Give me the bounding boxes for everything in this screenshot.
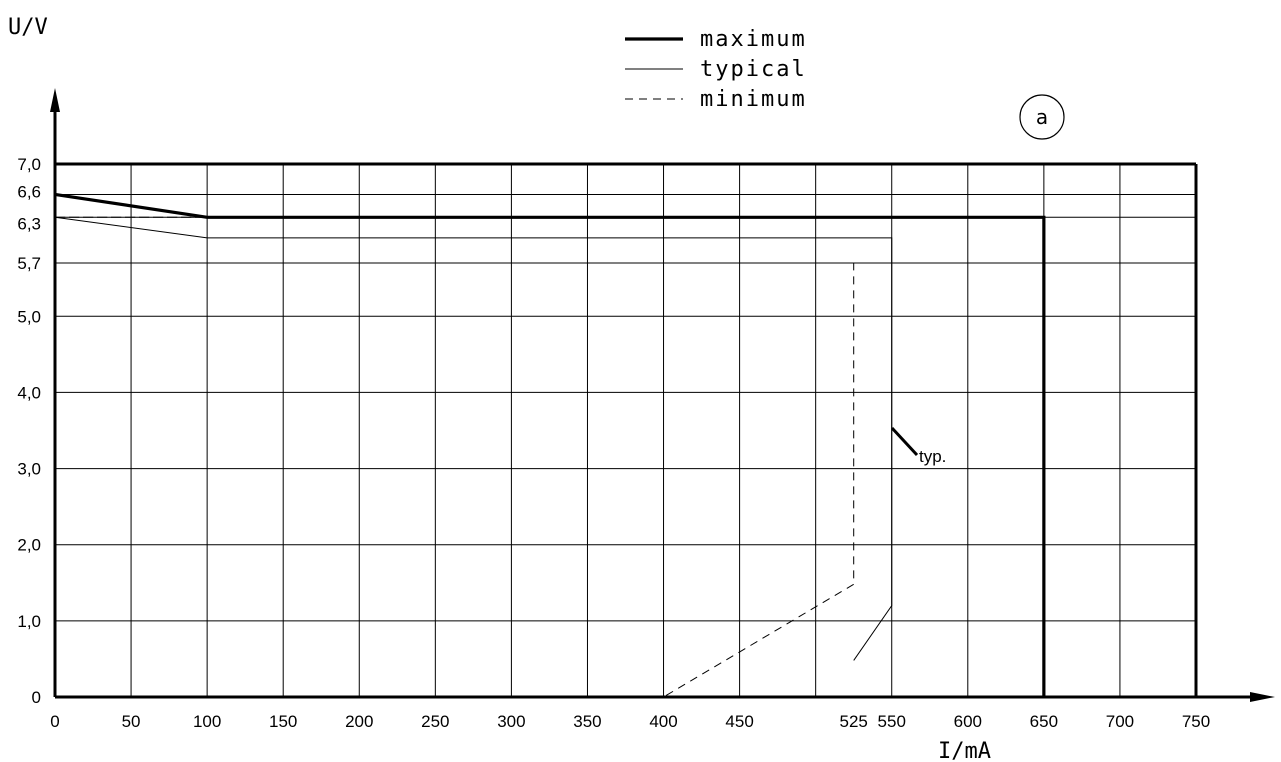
series-group — [54, 192, 1046, 698]
circle-marker: a — [1019, 94, 1065, 140]
axes — [50, 88, 1275, 702]
x-tick-label: 0 — [50, 712, 59, 731]
x-tick-label: 650 — [1030, 712, 1058, 731]
x-tick-label: 550 — [878, 712, 906, 731]
typ-annotation: typ. — [890, 426, 946, 466]
series-line-maximum — [54, 192, 1046, 697]
x-tick-label: 50 — [122, 712, 141, 731]
y-tick-label: 5,0 — [17, 307, 41, 326]
circle-marker-label: a — [1036, 105, 1048, 129]
x-tick-label: 350 — [573, 712, 601, 731]
y-tick-label: 6,3 — [17, 214, 41, 233]
x-tick-label: 150 — [269, 712, 297, 731]
ticks: 0 50 100 150 200 250 300 350 400 450 525 550 600 650 7… — [17, 155, 1210, 731]
x-axis-label: I/mA — [938, 739, 991, 762]
typ-annotation-label: typ. — [919, 447, 946, 466]
series-line-typical — [54, 216, 893, 661]
typ-leader-line — [890, 426, 919, 457]
y-tick-label: 2,0 — [17, 536, 41, 555]
circle-marker-ring — [1019, 94, 1065, 140]
x-tick-label: 700 — [1106, 712, 1134, 731]
x-tick-label: 250 — [421, 712, 449, 731]
grid — [55, 164, 1196, 697]
x-tick-label: 750 — [1182, 712, 1210, 731]
y-tick-label: 4,0 — [17, 383, 41, 402]
x-axis-arrowhead — [1250, 692, 1275, 702]
y-tick-label: 1,0 — [17, 612, 41, 631]
legend-label-minimum: minimum — [700, 87, 807, 112]
legend-label-typical: typical — [700, 57, 807, 82]
x-tick-label: 100 — [193, 712, 221, 731]
legend-label-maximum: maximum — [700, 27, 807, 52]
x-tick-label: 400 — [649, 712, 677, 731]
legend: maximum typical minimum — [625, 27, 807, 112]
x-tick-label: 300 — [497, 712, 525, 731]
series-line-minimum — [54, 216, 855, 698]
y-tick-label: 5,7 — [17, 254, 41, 273]
x-tick-label: 525 — [840, 712, 868, 731]
y-tick-label: 6,6 — [17, 182, 41, 201]
x-tick-label: 600 — [954, 712, 982, 731]
y-tick-label: 3,0 — [17, 460, 41, 479]
y-tick-label: 7,0 — [17, 155, 41, 174]
x-tick-label: 200 — [345, 712, 373, 731]
y-axis-arrowhead — [50, 88, 60, 112]
y-axis-label: U/V — [8, 15, 48, 40]
x-tick-label: 450 — [725, 712, 753, 731]
y-tick-label: 0 — [32, 688, 41, 707]
